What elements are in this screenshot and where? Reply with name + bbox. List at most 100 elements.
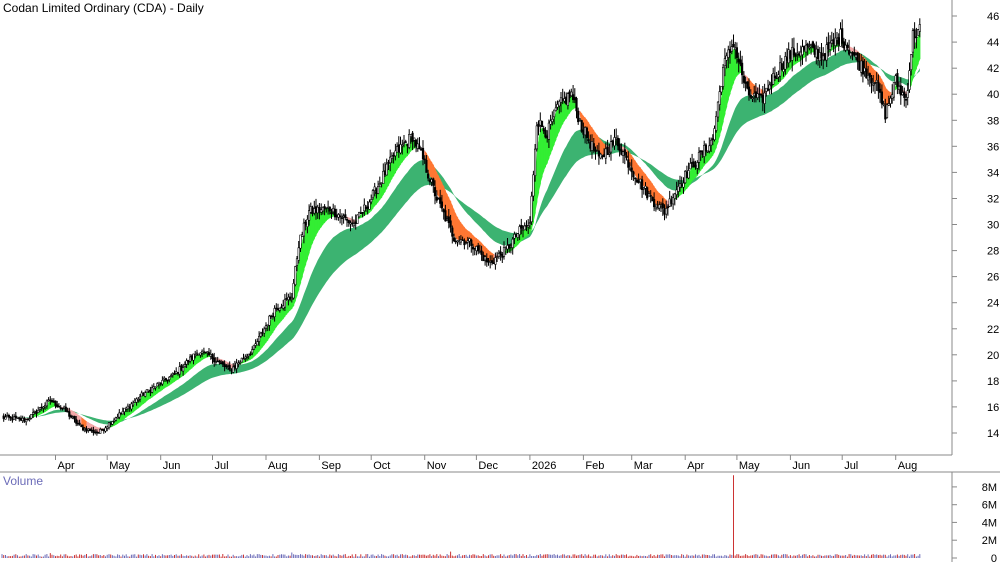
price-bar-body bbox=[861, 60, 864, 75]
price-bar-body bbox=[38, 407, 42, 410]
volume-tick-label: 4M bbox=[982, 517, 997, 529]
price-bar-body bbox=[137, 399, 140, 401]
price-bar-body bbox=[694, 164, 697, 167]
price-bar-body bbox=[33, 410, 36, 413]
price-bar-body bbox=[414, 139, 418, 147]
price-bar-body bbox=[421, 147, 425, 160]
price-bar-body bbox=[37, 409, 40, 413]
price-bar-body bbox=[178, 366, 181, 375]
price-bar-body bbox=[430, 179, 433, 183]
price-bar-body bbox=[235, 362, 238, 369]
price-bar-body bbox=[525, 225, 528, 227]
price-bar-body bbox=[318, 207, 321, 213]
price-bar-body bbox=[135, 398, 138, 403]
price-bar-body bbox=[513, 234, 516, 239]
price-bar-body bbox=[841, 28, 844, 44]
price-bar-body bbox=[356, 214, 359, 224]
price-bar-body bbox=[846, 44, 849, 48]
price-bar-body bbox=[71, 416, 74, 419]
price-bar-body bbox=[416, 143, 419, 149]
price-bar-body bbox=[26, 418, 30, 421]
price-bar-body bbox=[133, 400, 136, 403]
price-bar-body bbox=[166, 379, 169, 382]
price-bar-body bbox=[511, 238, 514, 248]
price-bar-body bbox=[404, 141, 407, 143]
price-bar-body bbox=[282, 305, 285, 309]
price-bar-body bbox=[62, 406, 66, 409]
price-bar-body bbox=[266, 324, 269, 327]
price-bar-body bbox=[402, 142, 406, 145]
price-bar-body bbox=[87, 428, 90, 431]
price-bar-body bbox=[728, 49, 732, 54]
price-bar-body bbox=[699, 150, 702, 153]
price-bar-body bbox=[251, 349, 254, 354]
price-bar-body bbox=[518, 226, 521, 235]
price-bar-body bbox=[837, 37, 840, 45]
price-bar-body bbox=[463, 240, 466, 246]
price-bar-body bbox=[828, 42, 832, 50]
price-bar-body bbox=[106, 426, 109, 429]
price-tick-label: 38 bbox=[987, 115, 999, 127]
price-bar-body bbox=[287, 296, 290, 301]
price-bar-body bbox=[483, 256, 487, 261]
price-bar-body bbox=[283, 298, 287, 308]
price-bar-body bbox=[211, 354, 214, 359]
price-bar-body bbox=[866, 75, 870, 81]
price-bar-body bbox=[894, 75, 897, 83]
price-bar-body bbox=[811, 41, 814, 48]
price-bar-body bbox=[530, 195, 533, 222]
price-bar-body bbox=[54, 400, 57, 406]
price-bar-body bbox=[485, 257, 488, 263]
price-bar-body bbox=[342, 215, 345, 218]
price-bar-body bbox=[151, 387, 154, 393]
price-bar-body bbox=[661, 203, 664, 209]
price-bar-body bbox=[118, 412, 121, 418]
price-bar-body bbox=[275, 307, 278, 310]
price-bar-body bbox=[157, 382, 161, 385]
price-bar-body bbox=[732, 43, 735, 48]
price-bar-body bbox=[104, 427, 107, 432]
price-bar-body bbox=[30, 413, 33, 419]
price-bar-body bbox=[406, 143, 409, 147]
price-bar-body bbox=[604, 148, 607, 159]
price-bar-body bbox=[394, 150, 397, 157]
price-bar-body bbox=[891, 94, 894, 99]
date-tick-label: Apr bbox=[58, 460, 75, 472]
price-bar-body bbox=[389, 156, 392, 164]
price-bar-body bbox=[213, 357, 216, 363]
price-bar-body bbox=[797, 53, 801, 56]
price-bar-body bbox=[130, 403, 133, 410]
price-bar-body bbox=[865, 68, 868, 79]
price-bar-body bbox=[704, 144, 707, 152]
price-bar-body bbox=[780, 63, 783, 70]
price-bar-body bbox=[715, 116, 718, 131]
price-bar-body bbox=[149, 389, 152, 393]
date-tick-label: May bbox=[739, 460, 760, 472]
price-bar-body bbox=[832, 39, 835, 45]
price-bar-body bbox=[635, 179, 638, 183]
price-bar-body bbox=[723, 58, 726, 67]
price-bar-body bbox=[834, 37, 837, 46]
price-bar-body bbox=[523, 225, 526, 231]
price-bar-body bbox=[320, 209, 323, 213]
price-bar-body bbox=[587, 139, 590, 141]
price-bar-body bbox=[547, 122, 550, 140]
price-bar-body bbox=[185, 360, 188, 365]
price-bar-body bbox=[176, 371, 180, 374]
date-tick-label: Jul bbox=[215, 460, 229, 472]
price-bar-body bbox=[809, 44, 813, 46]
price-bar-body bbox=[823, 53, 826, 61]
price-tick-label: 36 bbox=[987, 141, 999, 153]
price-bar-body bbox=[66, 410, 69, 413]
price-axis-ticks: 14 16 18 20 22 24 26 28 30 32 34 36 38 40 42 44 46 bbox=[952, 11, 999, 440]
price-bar-body bbox=[744, 81, 747, 84]
price-bar-body bbox=[746, 81, 749, 89]
price-bar-body bbox=[880, 91, 883, 105]
price-bar-body bbox=[903, 91, 906, 98]
price-bar-body bbox=[301, 234, 304, 237]
price-bar-body bbox=[791, 47, 794, 61]
short-ribbon-segment bbox=[340, 215, 343, 217]
price-bar-body bbox=[521, 228, 525, 231]
price-bar-body bbox=[680, 184, 683, 186]
price-bar-body bbox=[609, 141, 613, 153]
